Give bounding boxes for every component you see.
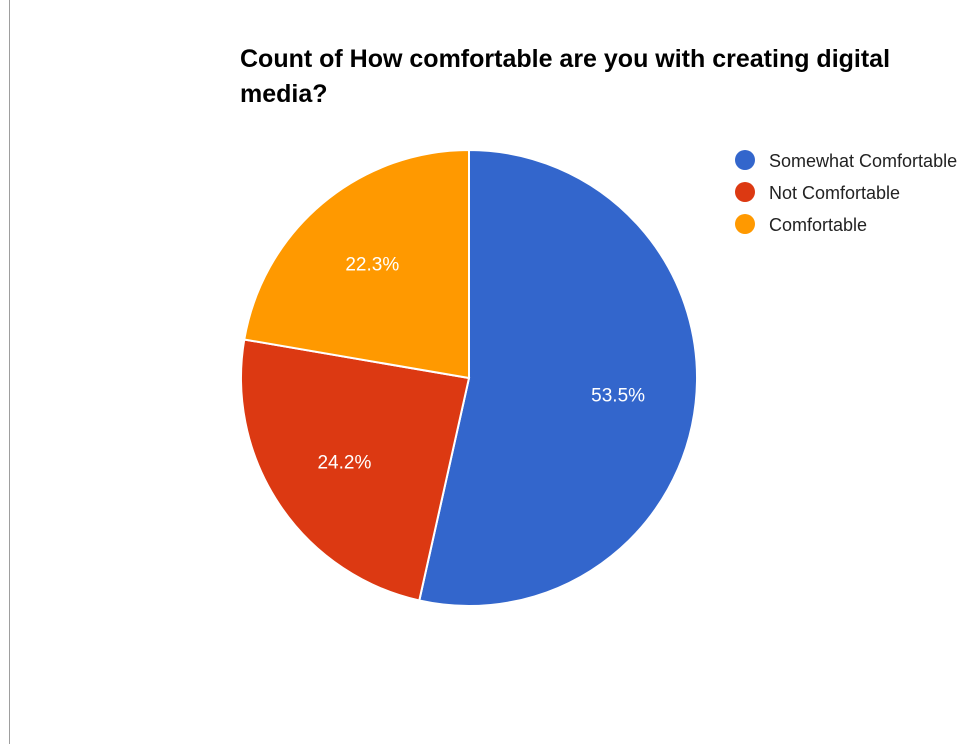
legend-label: Not Comfortable (769, 183, 901, 203)
legend-item-comfortable[interactable]: Comfortable (735, 212, 965, 238)
legend-label: Somewhat Comfortable (769, 151, 958, 171)
chart-title: Count of How comfortable are you with cr… (240, 45, 891, 108)
legend-swatch (735, 150, 755, 170)
slice-value-label: 24.2% (317, 453, 371, 474)
chart-legend: Somewhat Comfortable Not Comfortable Comfo… (735, 148, 965, 244)
legend-swatch (735, 214, 755, 234)
slice-value-label: 53.5% (591, 385, 645, 406)
legend-item-somewhat-comfortable[interactable]: Somewhat Comfortable (735, 148, 965, 174)
slice-value-label: 22.3% (345, 254, 399, 275)
legend-label: Comfortable (769, 215, 868, 235)
pie-slice-not-comfortable[interactable] (240, 338, 471, 602)
pie-slice-somewhat-comfortable[interactable] (418, 148, 698, 607)
legend-item-not-comfortable[interactable]: Not Comfortable (735, 180, 965, 206)
pie-slice-comfortable[interactable] (243, 148, 470, 380)
legend-swatch (735, 182, 755, 202)
panel-left-border (9, 0, 10, 744)
